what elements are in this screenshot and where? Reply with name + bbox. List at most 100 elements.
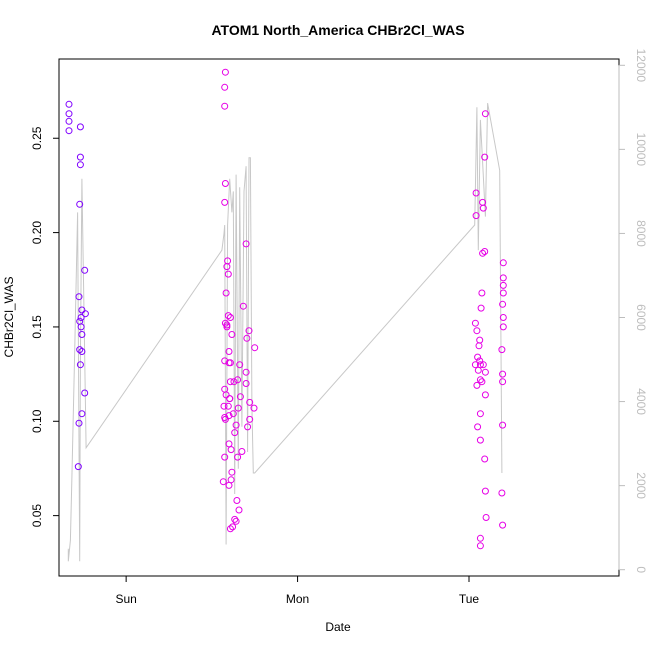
y-tick-label: 0.20 xyxy=(30,221,44,245)
y-axis-label: CHBr2Cl_WAS xyxy=(2,277,16,358)
plot-clip-group xyxy=(65,68,507,562)
data-point xyxy=(227,446,235,454)
data-point xyxy=(76,346,84,354)
data-point xyxy=(228,468,236,476)
data-point xyxy=(499,378,507,386)
data-point xyxy=(472,212,480,220)
data-point xyxy=(224,270,232,278)
y-axis-right: 0 2000 4000 6000 8000 10000 12000 xyxy=(618,49,648,573)
data-point xyxy=(65,100,73,108)
data-point xyxy=(499,259,507,267)
data-point xyxy=(471,361,479,369)
data-point xyxy=(233,497,241,504)
point-series-2 xyxy=(471,110,507,550)
right-tick-label: 10000 xyxy=(634,133,648,167)
data-point xyxy=(75,419,83,427)
data-point xyxy=(221,102,229,110)
data-point xyxy=(226,395,234,403)
data-point xyxy=(471,319,479,327)
data-point xyxy=(473,327,481,335)
data-point xyxy=(499,421,507,429)
data-point xyxy=(481,153,489,161)
data-point xyxy=(222,391,230,399)
data-point xyxy=(231,515,239,523)
plot-marks xyxy=(65,68,507,562)
chart-title: ATOM1 North_America CHBr2Cl_WAS xyxy=(211,22,464,38)
data-point xyxy=(65,127,73,135)
data-point xyxy=(74,463,82,471)
data-point xyxy=(229,523,237,531)
data-point xyxy=(474,353,482,361)
series-line xyxy=(67,103,503,562)
data-point xyxy=(499,323,507,331)
data-point xyxy=(238,448,246,455)
data-point xyxy=(476,534,484,542)
data-point xyxy=(239,302,247,310)
data-point xyxy=(244,423,252,431)
data-point xyxy=(250,404,258,412)
point-series-0 xyxy=(65,100,89,471)
data-point xyxy=(226,378,234,386)
data-point xyxy=(481,455,489,463)
x-tick-label: Sun xyxy=(115,592,136,606)
x-tick-label: Tue xyxy=(459,592,480,606)
data-point xyxy=(234,376,242,384)
data-point xyxy=(499,314,507,321)
x-axis: Sun Mon Tue xyxy=(115,575,480,606)
right-tick-label: 8000 xyxy=(634,220,648,247)
y-axis-left: 0.05 0.10 0.15 0.20 0.25 xyxy=(30,126,60,528)
data-point xyxy=(236,393,244,401)
data-point xyxy=(251,344,259,352)
data-point xyxy=(221,319,229,327)
data-point xyxy=(228,331,236,338)
data-point xyxy=(76,153,84,161)
data-point xyxy=(234,404,242,412)
data-point xyxy=(81,266,89,274)
data-point xyxy=(499,521,507,529)
data-point xyxy=(76,161,84,169)
data-point xyxy=(78,331,86,338)
data-point xyxy=(219,478,227,486)
data-point xyxy=(78,306,86,314)
data-point xyxy=(481,248,489,255)
data-point xyxy=(221,415,229,423)
data-point xyxy=(475,342,483,350)
data-point xyxy=(225,348,233,355)
data-point xyxy=(499,281,507,289)
data-point xyxy=(221,83,229,91)
right-tick-label: 0 xyxy=(634,566,648,573)
data-point xyxy=(221,68,229,76)
data-point xyxy=(77,323,85,331)
data-point xyxy=(479,249,487,257)
data-point xyxy=(235,506,243,514)
data-point xyxy=(476,436,484,444)
data-point xyxy=(223,323,231,331)
data-point xyxy=(499,289,507,297)
data-point xyxy=(476,376,484,384)
data-point xyxy=(245,327,253,335)
y-tick-label: 0.25 xyxy=(30,126,44,150)
data-point xyxy=(231,429,239,437)
right-tick-label: 2000 xyxy=(634,472,648,499)
y-tick-label: 0.05 xyxy=(30,504,44,528)
y-tick-label: 0.15 xyxy=(30,315,44,339)
data-point xyxy=(476,357,484,365)
data-point xyxy=(221,453,229,461)
point-series-1 xyxy=(219,68,259,533)
data-point xyxy=(78,410,86,418)
data-point xyxy=(242,240,250,248)
data-point xyxy=(498,489,506,497)
data-point xyxy=(230,378,238,386)
data-point xyxy=(225,412,233,420)
data-point xyxy=(220,402,228,410)
data-point xyxy=(223,263,231,271)
data-point xyxy=(477,304,485,312)
data-point xyxy=(472,189,480,197)
data-point xyxy=(81,310,89,318)
data-point xyxy=(481,391,489,399)
data-point xyxy=(232,517,240,525)
data-point xyxy=(225,359,233,367)
data-point xyxy=(481,368,489,376)
